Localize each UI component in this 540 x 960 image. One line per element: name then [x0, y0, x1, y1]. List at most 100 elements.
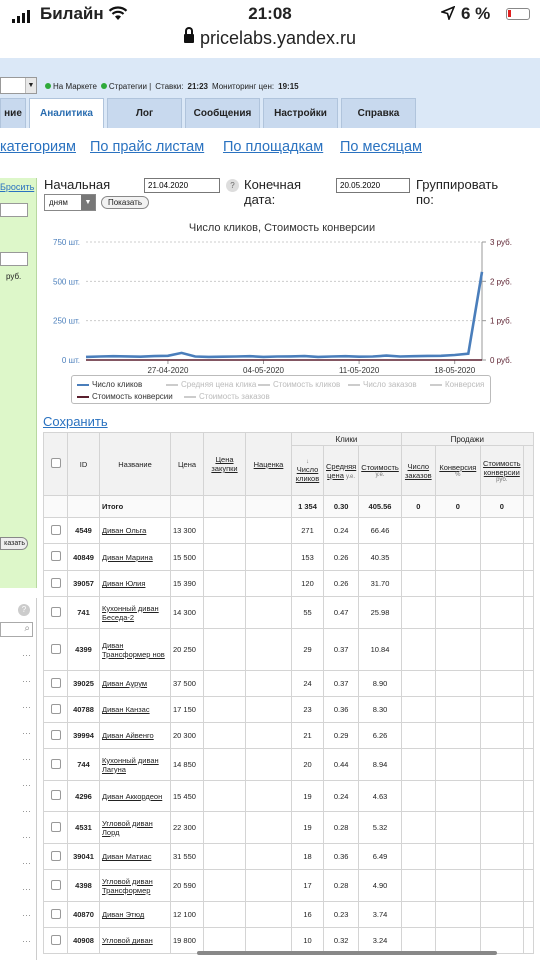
cell-name[interactable]: Диван Айвенго	[99, 722, 171, 749]
row-checkbox[interactable]	[50, 879, 61, 890]
tab-messages[interactable]: Сообщения	[185, 98, 260, 128]
col-id[interactable]: ID	[67, 432, 100, 496]
cell-name[interactable]: Диван Аккордеон	[99, 780, 171, 812]
row-checkbox[interactable]	[50, 703, 61, 714]
market-status: На Маркете	[45, 82, 97, 91]
row-checkbox[interactable]	[50, 551, 61, 561]
search-input[interactable]: ⌕	[0, 622, 33, 637]
row-checkbox[interactable]	[50, 821, 61, 832]
row-checkbox[interactable]	[50, 850, 61, 861]
row-checkbox[interactable]	[50, 934, 61, 945]
cell-name[interactable]: Кухонный диван Беседа-2	[99, 596, 171, 629]
cell-empty	[245, 901, 292, 928]
address-bar[interactable]: pricelabs.yandex.ru	[0, 27, 540, 49]
row-checkbox[interactable]	[50, 524, 61, 535]
cell-name[interactable]: Диван Юлия	[99, 570, 171, 597]
legend-item[interactable]: Число заказов	[348, 380, 417, 389]
more-icon[interactable]: ···	[22, 936, 31, 946]
legend-item[interactable]: Стоимость заказов	[184, 392, 270, 401]
col-avg-price[interactable]: Средняя цена у.е.	[322, 445, 360, 496]
col-name[interactable]: Название	[99, 432, 171, 496]
end-date-input[interactable]	[336, 178, 410, 193]
start-date-input[interactable]	[144, 178, 220, 193]
y-left-tick: 0 шт.	[62, 356, 80, 365]
checkbox-cell	[43, 843, 68, 870]
col-buy-price[interactable]: Цена закупки	[203, 432, 246, 496]
row-checkbox[interactable]	[50, 790, 61, 800]
more-icon[interactable]: ···	[22, 806, 31, 816]
cell-name[interactable]: Диван Канзас	[99, 696, 171, 723]
more-icon[interactable]: ···	[22, 780, 31, 790]
tab-settings[interactable]: Настройки	[263, 98, 338, 128]
show-button[interactable]: казать	[0, 537, 28, 550]
row-checkbox[interactable]	[50, 908, 61, 919]
row-checkbox[interactable]	[50, 606, 61, 617]
cell-empty	[434, 780, 481, 812]
carrier-name: Билайн	[40, 4, 104, 23]
select-all-checkbox[interactable]	[50, 458, 61, 468]
cell-empty	[434, 596, 481, 629]
cell-name[interactable]: Диван Аурум	[99, 670, 171, 697]
filter-input[interactable]	[0, 252, 28, 266]
show-button[interactable]: Показать	[101, 196, 149, 209]
group-by-select[interactable]: дням ▼	[44, 194, 96, 211]
link-by-months[interactable]: По месяцам	[340, 139, 422, 155]
save-link[interactable]: Сохранить	[43, 414, 108, 429]
horizontal-scrollbar[interactable]	[197, 951, 497, 955]
tab-partial[interactable]: ние	[0, 98, 26, 128]
cell-empty	[400, 517, 436, 544]
more-icon[interactable]: ···	[22, 832, 31, 842]
more-icon[interactable]: ···	[22, 676, 31, 686]
tab-log[interactable]: Лог	[107, 98, 182, 128]
cell-name[interactable]: Кухонный диван Лагуна	[99, 748, 171, 781]
cell-name[interactable]: Диван Марина	[99, 543, 171, 571]
row-checkbox[interactable]	[50, 577, 61, 588]
row-checkbox[interactable]	[50, 643, 61, 654]
link-by-platforms[interactable]: По площадкам	[223, 139, 324, 155]
col-markup[interactable]: Наценка	[245, 432, 292, 496]
cell-empty	[203, 811, 246, 844]
col-clicks[interactable]: ↓ Число кликов	[291, 445, 324, 496]
row-checkbox[interactable]	[50, 677, 61, 688]
link-by-pricelists[interactable]: По прайс листам	[90, 139, 205, 155]
legend-item[interactable]: Конверсия	[430, 380, 484, 389]
cell-name[interactable]: Диван Ольга	[99, 517, 171, 544]
col-orders[interactable]: Число заказов	[400, 445, 436, 496]
cell-name[interactable]: Угловой диван	[99, 927, 171, 954]
cell-empty	[479, 596, 524, 629]
col-conv-cost[interactable]: Стоимость конверсии руб.	[479, 445, 524, 496]
legend-item[interactable]: Стоимость конверсии	[77, 392, 173, 401]
cell-name[interactable]: Диван Матиас	[99, 843, 171, 870]
cell-empty	[203, 696, 246, 723]
more-icon[interactable]: ···	[22, 910, 31, 920]
help-icon[interactable]: ?	[226, 179, 239, 192]
shop-select[interactable]: ▼	[0, 77, 37, 94]
col-conversion[interactable]: Конверсия%	[434, 445, 481, 496]
help-icon[interactable]: ?	[18, 604, 30, 616]
more-icon[interactable]: ···	[22, 858, 31, 868]
cell-price: 20 300	[170, 722, 204, 749]
legend-item[interactable]: Стоимость кликов	[258, 380, 340, 389]
more-icon[interactable]: ···	[22, 702, 31, 712]
col-cost[interactable]: Стоимость у.е.	[358, 445, 402, 496]
legend-item[interactable]: Число кликов	[77, 380, 142, 389]
cell-name[interactable]: Угловой диван Трансформер	[99, 869, 171, 902]
cell-name[interactable]: Диван Этюд	[99, 901, 171, 928]
more-icon[interactable]: ···	[22, 650, 31, 660]
legend-item[interactable]: Средняя цена клика	[166, 380, 256, 389]
cell-empty	[434, 722, 481, 749]
tab-help[interactable]: Справка	[341, 98, 416, 128]
link-by-categories[interactable]: категориям	[0, 139, 76, 155]
more-icon[interactable]: ···	[22, 754, 31, 764]
more-icon[interactable]: ···	[22, 728, 31, 738]
row-checkbox[interactable]	[50, 729, 61, 740]
col-price[interactable]: Цена	[170, 432, 204, 496]
reset-link[interactable]: Бросить	[0, 182, 35, 192]
cell-name[interactable]: Угловой диван Лорд	[99, 811, 171, 844]
more-icon[interactable]: ···	[22, 884, 31, 894]
cell-name[interactable]: Диван Трансформер нов	[99, 628, 171, 671]
tab-analytics[interactable]: Аналитика	[29, 98, 104, 128]
row-checkbox[interactable]	[50, 758, 61, 769]
cell-clicks: 19	[291, 780, 324, 812]
filter-input[interactable]	[0, 203, 28, 217]
